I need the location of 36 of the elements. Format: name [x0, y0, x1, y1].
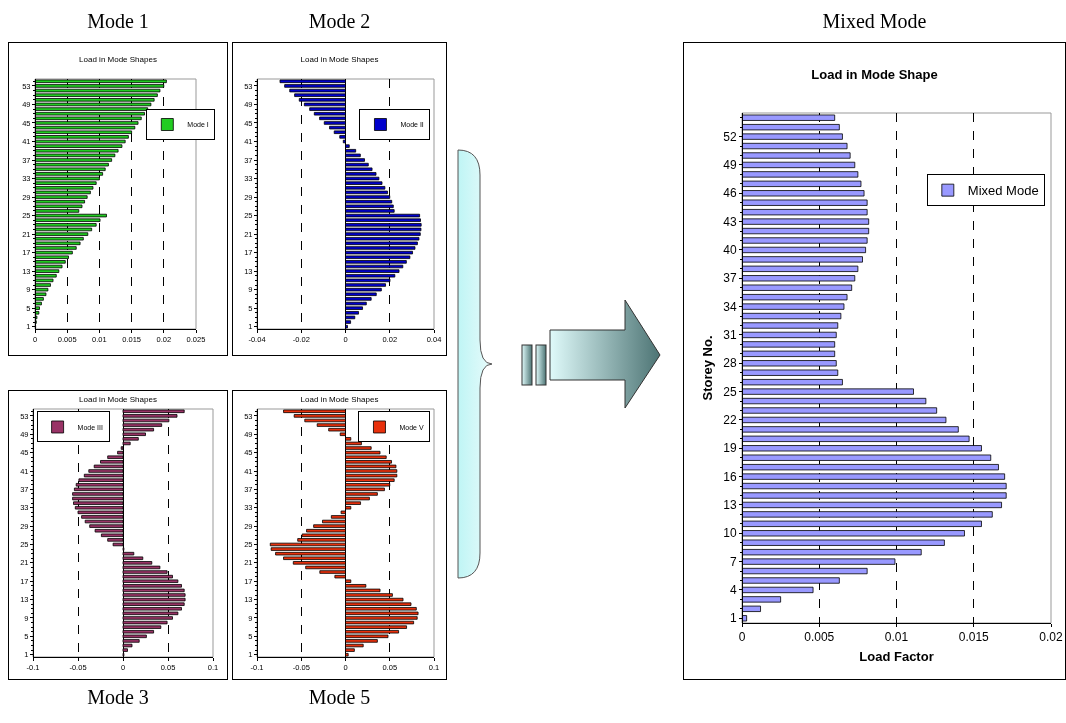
y-tick-label: 52: [723, 129, 737, 144]
x-tick-label: 0.005: [804, 630, 835, 645]
y-tick-label: 13: [723, 498, 737, 513]
y-tick-label: 7: [729, 554, 737, 569]
x-axis-title: Load Factor: [859, 649, 934, 664]
x-tick-label: 0.01: [884, 630, 909, 645]
x-tick-label: 0.015: [958, 630, 990, 645]
chart-title: Load in Mode Shapes: [79, 55, 157, 64]
y-tick-label: 40: [723, 243, 737, 258]
y-tick-label: 1: [729, 611, 737, 626]
y-tick-label: 49: [723, 158, 737, 173]
chart-title: Load in Mode Shape: [811, 67, 938, 83]
y-tick-label: 25: [723, 384, 737, 399]
y-tick-label: 43: [723, 214, 737, 229]
y-tick-label: 34: [723, 299, 737, 314]
text: Mode 2: [307, 10, 372, 33]
y-tick-label: 10: [723, 526, 737, 541]
chart-title: Load in Mode Shapes: [300, 394, 379, 404]
legend-label: Mixed Mode: [967, 183, 1039, 199]
y-tick-label: 19: [723, 441, 737, 456]
y-axis-title: Storey No.: [700, 335, 716, 401]
y-tick-label: 37: [723, 271, 737, 286]
chart-title: Load in Mode Shapes: [79, 394, 157, 404]
text: Mode 1: [86, 10, 150, 33]
y-tick-label: 31: [723, 328, 737, 343]
y-tick-label: 22: [723, 413, 737, 428]
text: Mode 5: [307, 686, 372, 709]
y-tick-label: 46: [723, 186, 737, 201]
y-tick-label: 4: [729, 583, 737, 598]
x-tick-label: 0.02: [1039, 630, 1063, 645]
text: Mode 3: [86, 686, 150, 709]
y-tick-label: 28: [723, 356, 737, 371]
y-tick-label: 16: [723, 469, 737, 484]
text: Mixed Mode: [821, 10, 928, 33]
chart-title: Load in Mode Shapes: [300, 55, 379, 64]
x-tick-label: 0: [738, 630, 746, 645]
